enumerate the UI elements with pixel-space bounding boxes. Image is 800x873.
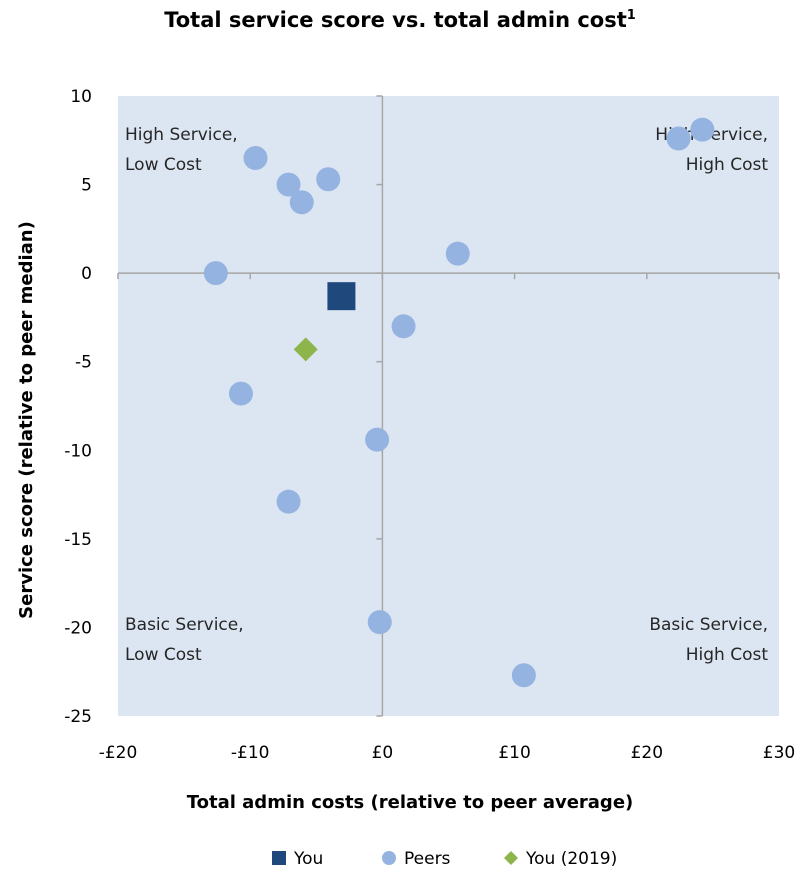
peer-point	[276, 489, 301, 514]
x-tick-label: £30	[763, 743, 795, 763]
peer-point	[367, 610, 392, 635]
peer-point	[276, 172, 301, 197]
y-axis-label: Service score (relative to peer median)	[16, 221, 37, 619]
x-axis-label: Total admin costs (relative to peer aver…	[187, 792, 634, 813]
y-tick-label: 10	[70, 87, 92, 107]
plot-area	[118, 96, 779, 716]
legend-marker-you-2019	[504, 851, 518, 865]
peer-point	[316, 167, 341, 192]
quadrant-label-bottom-left: Basic Service, Low Cost	[125, 615, 244, 665]
peer-point	[445, 241, 470, 266]
peer-point	[228, 381, 253, 406]
chart-title-text: Total service score vs. total admin cost	[164, 8, 627, 32]
quadrant-label-bottom-left-line: Basic Service,	[125, 615, 244, 635]
legend-marker-you	[272, 851, 286, 865]
legend-label-peers: Peers	[404, 849, 451, 869]
peer-point	[690, 117, 715, 142]
chart-title: Total service score vs. total admin cost…	[0, 8, 800, 32]
x-tick-label: £10	[498, 743, 530, 763]
x-tick-label: -£10	[231, 743, 270, 763]
legend: You Peers You (2019)	[272, 849, 617, 869]
peer-point	[289, 190, 314, 215]
peer-point	[203, 261, 228, 286]
peer-point	[511, 663, 536, 688]
quadrant-label-top-left: High Service, Low Cost	[125, 125, 238, 175]
tick-labels: -£20 -£10 £0 £10 £20 £30 10 5 0 -5 -10 -15 -20 -25	[64, 87, 795, 763]
legend-marker-peers	[382, 851, 396, 865]
y-tick-label: 5	[81, 176, 92, 196]
quadrant-label-top-left-line: High Service,	[125, 125, 238, 145]
peer-point	[666, 126, 691, 151]
y-tick-label: -10	[64, 441, 92, 461]
peer-point	[391, 314, 416, 339]
x-tick-label: £0	[372, 743, 394, 763]
y-tick-label: 0	[81, 264, 92, 284]
chart-title-footnote: 1	[626, 8, 636, 23]
quadrant-label-bottom-right-line: Basic Service,	[649, 615, 768, 635]
x-tick-label: £20	[631, 743, 663, 763]
y-tick-label: -25	[64, 707, 92, 727]
quadrant-label-bottom-right: Basic Service, High Cost	[649, 615, 768, 665]
y-tick-label: -20	[64, 618, 92, 638]
peer-point	[243, 146, 268, 170]
peer-point	[365, 427, 390, 452]
legend-label-you: You	[293, 849, 323, 869]
quadrant-label-top-left-line: Low Cost	[125, 155, 202, 175]
you-point	[327, 282, 356, 311]
quadrant-label-top-right-line: High Cost	[686, 155, 769, 175]
you-2019-point	[293, 337, 318, 362]
quadrant-label-bottom-right-line: High Cost	[686, 645, 769, 665]
legend-label-you-2019: You (2019)	[525, 849, 617, 869]
quadrant-label-bottom-left-line: Low Cost	[125, 645, 202, 665]
data-points	[203, 117, 715, 688]
x-tick-label: -£20	[99, 743, 138, 763]
y-tick-label: -5	[75, 353, 92, 373]
y-tick-label: -15	[64, 530, 92, 550]
